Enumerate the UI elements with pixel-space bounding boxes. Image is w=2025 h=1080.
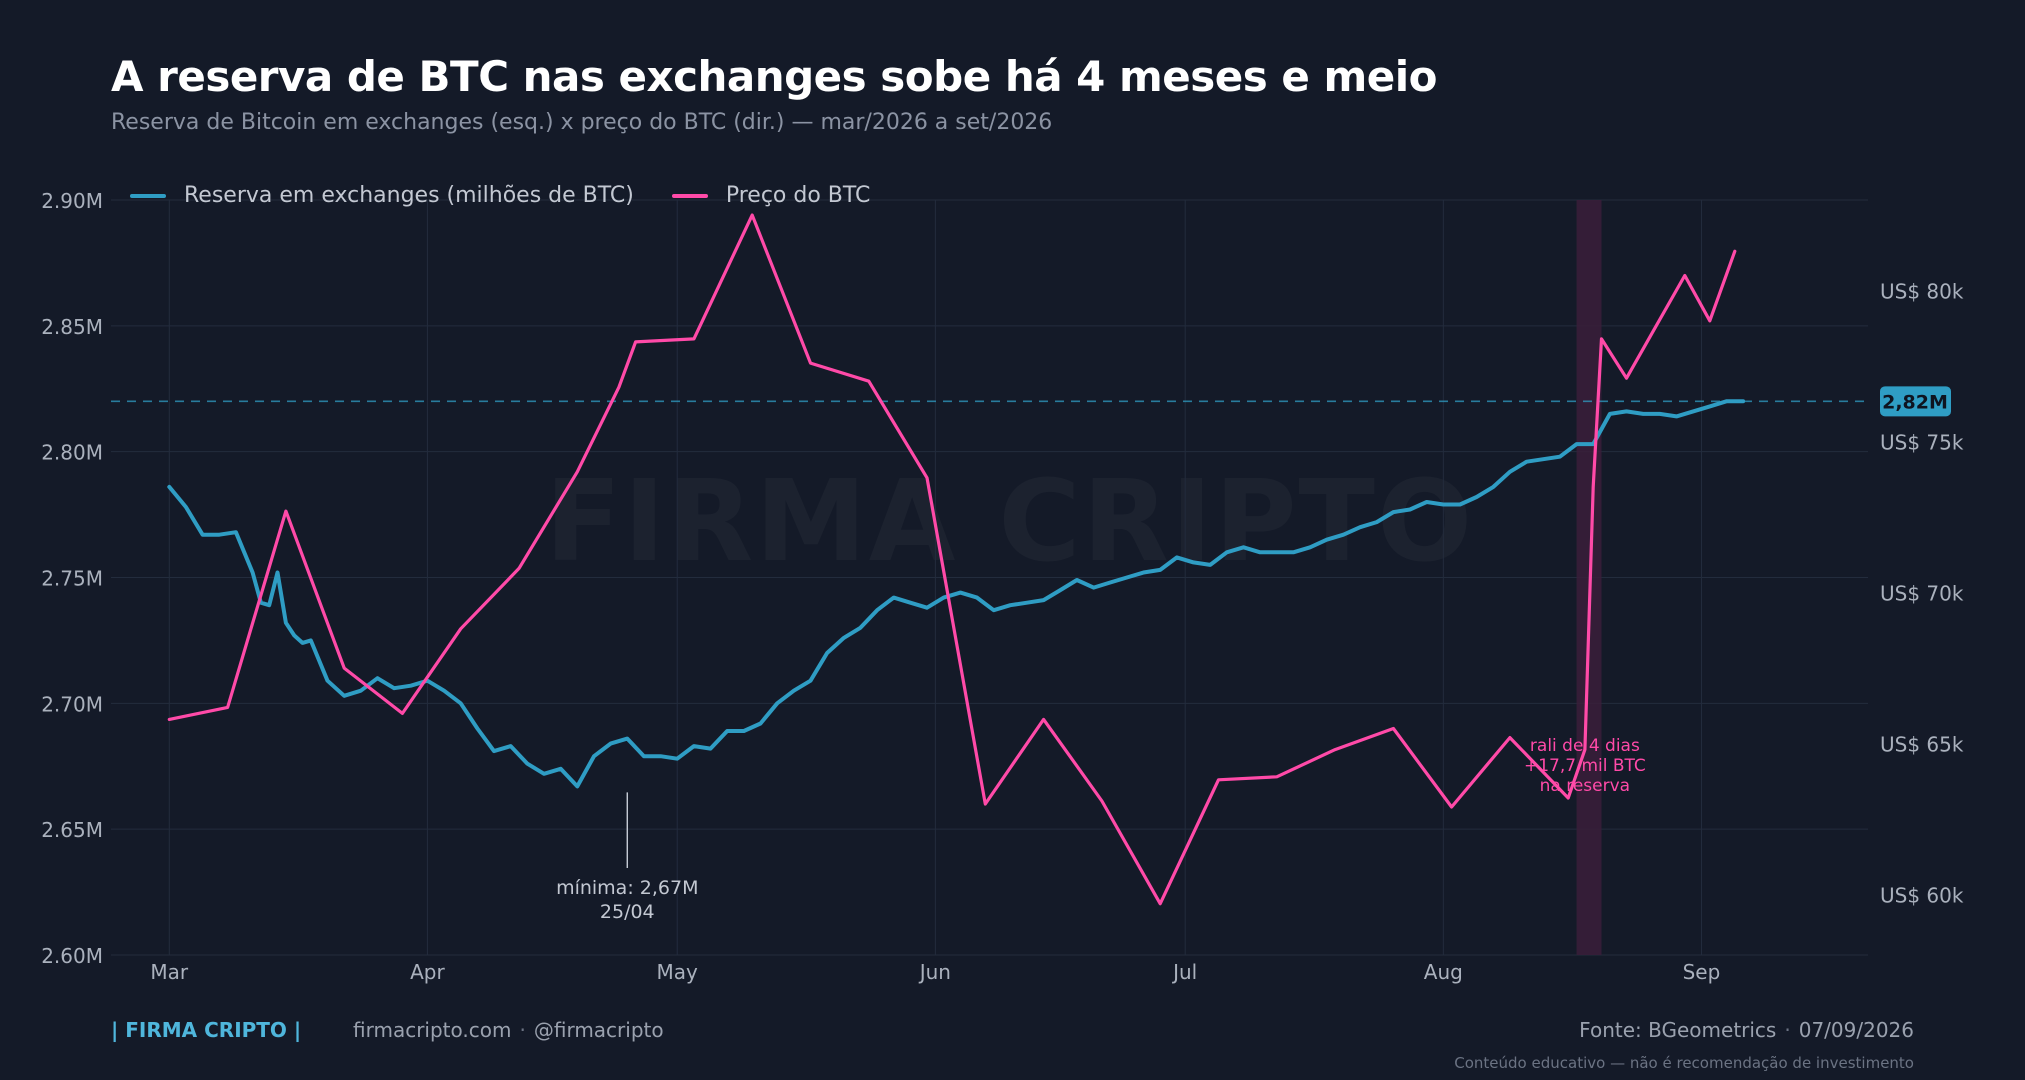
x-axis-tick-label: Sep — [1683, 960, 1721, 984]
reference-badge — [1880, 386, 1951, 417]
chart: FIRMA CRIPTO 2.60M 2.65M 2.70M 2.75M 2.80M 2.8… — [41, 189, 1964, 984]
footer-handle-link[interactable]: @firmacripto — [533, 1018, 664, 1042]
annotation-min-label: mínima: 2,67M — [556, 877, 698, 899]
footer-date: 07/09/2026 — [1798, 1018, 1914, 1042]
price-line — [167, 213, 1737, 906]
left-axis-tick-label: 2.90M — [41, 189, 103, 213]
legend-swatch-price — [671, 193, 708, 198]
footer-source-text: Fonte: BGeometrics — [1579, 1018, 1777, 1042]
right-axis-tick-label: US$ 60k — [1880, 884, 1964, 908]
annotation-min-date: 25/04 — [600, 901, 655, 923]
left-axis-tick-label: 2.85M — [41, 315, 103, 339]
right-axis-tick-label: US$ 65k — [1880, 733, 1964, 757]
x-axis-tick-label: Apr — [410, 960, 445, 984]
x-axis-tick-label: Aug — [1424, 960, 1463, 984]
left-axis-tick-label: 2.60M — [41, 944, 103, 968]
footer-source: Fonte: BGeometrics · 07/09/2026 — [1579, 1018, 1914, 1042]
chart-title: A reserva de BTC nas exchanges sobe há 4… — [111, 52, 1438, 101]
legend-item-reserve: Reserva em exchanges (milhões de BTC) — [130, 183, 634, 208]
legend-label-price: Preço do BTC — [725, 183, 871, 208]
footer-disclaimer: Conteúdo educativo — não é recomendação … — [1454, 1054, 1914, 1072]
x-axis-tick-label: Jun — [918, 960, 951, 984]
watermark: FIRMA CRIPTO — [545, 457, 1474, 587]
annotation-rally-line: na reserva — [1540, 776, 1630, 796]
legend: Reserva em exchanges (milhões de BTC) Pr… — [130, 183, 908, 208]
footer-separator: · — [519, 1018, 526, 1042]
right-axis-tick-label: US$ 80k — [1880, 280, 1964, 304]
left-axis-tick-label: 2.70M — [41, 692, 103, 716]
annotation-rally-line: +17,7 mil BTC — [1524, 756, 1646, 776]
left-axis-tick-label: 2.80M — [41, 441, 103, 465]
right-axis-tick-label: US$ 70k — [1880, 582, 1964, 606]
left-axis-tick-label: 2.75M — [41, 567, 103, 591]
reserve-line — [167, 399, 1746, 789]
footer-site-link[interactable]: firmacripto.com — [353, 1018, 512, 1042]
legend-swatch-reserve — [130, 193, 166, 198]
left-axis-tick-label: 2.65M — [41, 818, 103, 842]
reference-badge-label: 2,82M — [1882, 391, 1948, 413]
legend-item-price: Preço do BTC — [671, 183, 871, 208]
right-axis-tick-label: US$ 75k — [1880, 431, 1964, 455]
chart-subtitle: Reserva de Bitcoin em exchanges (esq.) x… — [111, 110, 1053, 135]
x-axis-tick-label: May — [657, 960, 699, 984]
legend-label-reserve: Reserva em exchanges (milhões de BTC) — [184, 183, 634, 208]
x-axis-tick-label: Mar — [150, 960, 189, 984]
footer-links: firmacripto.com · @firmacripto — [353, 1018, 664, 1042]
x-axis-tick-label: Jul — [1171, 960, 1197, 984]
footer-brand: | FIRMA CRIPTO | — [111, 1018, 302, 1042]
footer-separator: · — [1784, 1018, 1791, 1042]
annotation-rally-line: rali de 4 dias — [1530, 736, 1640, 756]
